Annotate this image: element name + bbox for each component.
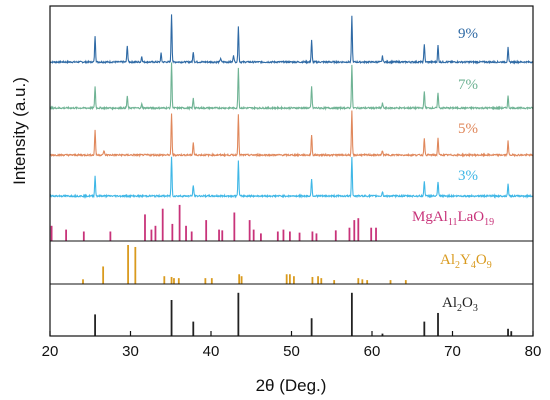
x-axis-title: 2θ (Deg.) [256, 376, 327, 395]
x-tick-label: 60 [364, 343, 381, 360]
ref-label-y4o9: Al2​Y4​O9​ [440, 252, 492, 271]
y-axis-title: Intensity (a.u.) [10, 77, 29, 185]
reference-panels: MgAl11​LaO19​ Al2​Y4​O9​ Al2​O3​ [50, 204, 533, 336]
ref-label-mgal: MgAl11​LaO19​ [412, 209, 494, 228]
series-label-s5: 5% [458, 121, 478, 137]
plot-area: 9% 7% 5% 3% [49, 14, 534, 199]
x-tick-label: 40 [203, 343, 220, 360]
series-label-s3: 3% [458, 168, 478, 184]
axes: 20 30 40 50 60 70 80 [42, 5, 542, 360]
x-tick-label: 70 [444, 343, 461, 360]
x-tick-label: 20 [42, 343, 59, 360]
x-tick-label: 30 [122, 343, 139, 360]
series-label-s7: 7% [458, 77, 478, 93]
ref-label-al2o3: Al2​O3​ [442, 295, 478, 314]
series-line-s9 [49, 14, 534, 65]
x-tick-label: 50 [283, 343, 300, 360]
series-label-s9: 9% [458, 26, 478, 42]
series-line-s7 [49, 62, 534, 111]
x-tick-label: 80 [525, 343, 542, 360]
series-line-s5 [49, 110, 534, 158]
series-line-s3 [49, 156, 534, 199]
